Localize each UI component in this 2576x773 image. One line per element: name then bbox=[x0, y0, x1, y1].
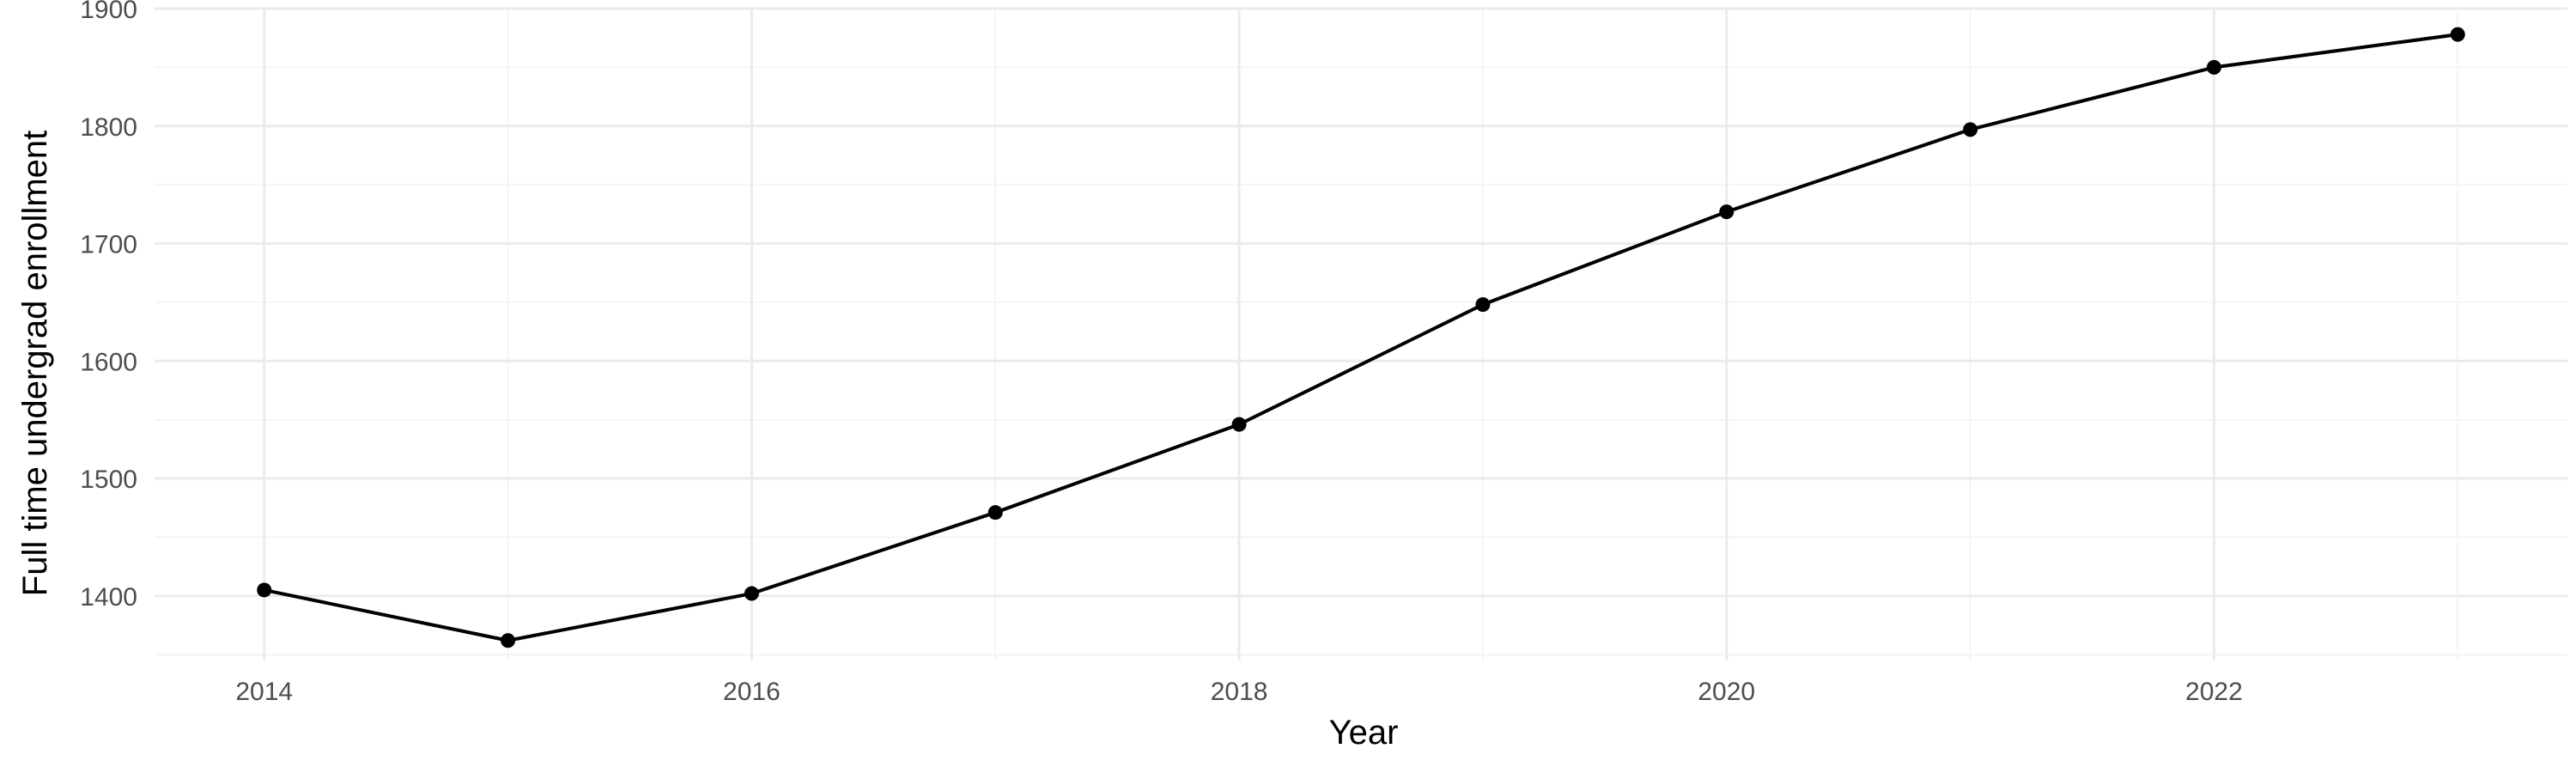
series-layer bbox=[257, 27, 2465, 648]
minor-gridlines bbox=[155, 9, 2567, 660]
y-axis-title: Full time undergrad enrollment bbox=[16, 131, 54, 596]
y-tick-label: 1900 bbox=[80, 0, 137, 24]
data-point bbox=[1231, 417, 1247, 432]
data-point bbox=[2206, 59, 2221, 75]
y-tick-label: 1700 bbox=[80, 231, 137, 259]
x-axis-title: Year bbox=[1329, 714, 1399, 752]
y-axis-ticks: 1400 1500 1600 1700 1800 1900 bbox=[80, 0, 137, 612]
data-point bbox=[2450, 27, 2465, 42]
y-tick-label: 1800 bbox=[80, 113, 137, 142]
y-tick-label: 1500 bbox=[80, 466, 137, 494]
x-tick-label: 2022 bbox=[2185, 678, 2243, 706]
y-tick-label: 1600 bbox=[80, 348, 137, 376]
x-tick-label: 2016 bbox=[723, 678, 781, 706]
data-point bbox=[1719, 204, 1735, 220]
x-tick-label: 2014 bbox=[235, 678, 293, 706]
x-tick-label: 2018 bbox=[1211, 678, 1268, 706]
data-point bbox=[1963, 122, 1978, 137]
series-line bbox=[264, 33, 2458, 642]
major-gridlines bbox=[155, 7, 2567, 660]
data-point bbox=[257, 582, 272, 598]
data-point bbox=[744, 586, 759, 601]
data-point bbox=[501, 633, 516, 648]
y-tick-label: 1400 bbox=[80, 583, 137, 612]
x-axis-ticks: 2014 2016 2018 2020 2022 bbox=[235, 678, 2242, 706]
x-tick-label: 2020 bbox=[1698, 678, 1755, 706]
data-point bbox=[987, 505, 1003, 520]
data-point bbox=[1475, 297, 1491, 313]
